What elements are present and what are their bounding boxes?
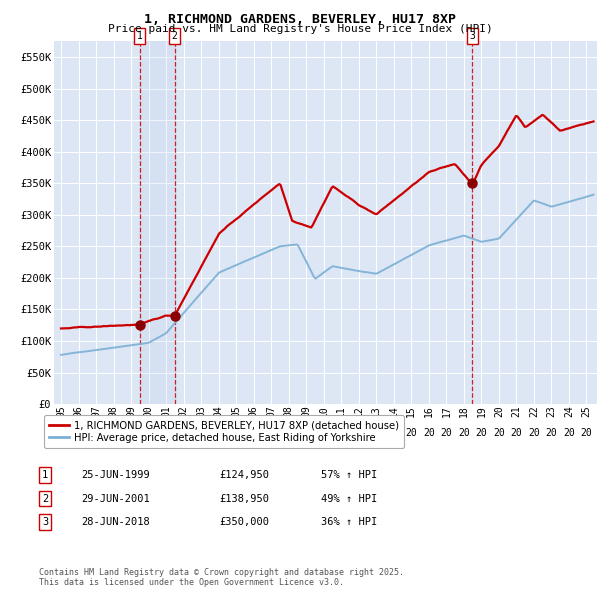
Text: 20: 20 [265,428,277,438]
Text: 28-JUN-2018: 28-JUN-2018 [81,517,150,527]
Text: 20: 20 [563,428,575,438]
Legend: 1, RICHMOND GARDENS, BEVERLEY, HU17 8XP (detached house), HPI: Average price, de: 1, RICHMOND GARDENS, BEVERLEY, HU17 8XP … [44,415,404,448]
Text: 20: 20 [335,428,347,438]
Text: 19: 19 [125,428,137,438]
Text: 20: 20 [353,428,365,438]
Text: 1: 1 [42,470,48,480]
Text: 25-JUN-1999: 25-JUN-1999 [81,470,150,480]
Text: £350,000: £350,000 [219,517,269,527]
Bar [140,41,175,404]
Text: 20: 20 [248,428,260,438]
Text: 20: 20 [318,428,329,438]
Text: 20: 20 [195,428,207,438]
Text: 20: 20 [160,428,172,438]
Text: 20: 20 [283,428,295,438]
Text: 20: 20 [511,428,523,438]
Text: 49% ↑ HPI: 49% ↑ HPI [321,494,377,503]
Text: 20: 20 [388,428,400,438]
Text: 20: 20 [370,428,382,438]
Text: 20: 20 [476,428,487,438]
Text: 20: 20 [440,428,452,438]
Text: 20: 20 [458,428,470,438]
Text: 2: 2 [42,494,48,503]
Text: £124,950: £124,950 [219,470,269,480]
Text: 19: 19 [107,428,119,438]
Text: 29-JUN-2001: 29-JUN-2001 [81,494,150,503]
Text: 19: 19 [73,428,85,438]
Text: 20: 20 [528,428,540,438]
Text: 19: 19 [90,428,102,438]
Text: Price paid vs. HM Land Registry's House Price Index (HPI): Price paid vs. HM Land Registry's House … [107,24,493,34]
Text: 20: 20 [213,428,224,438]
Text: 20: 20 [581,428,592,438]
Text: 57% ↑ HPI: 57% ↑ HPI [321,470,377,480]
Text: 3: 3 [42,517,48,527]
Text: 20: 20 [230,428,242,438]
Text: 3: 3 [470,31,475,41]
Text: Contains HM Land Registry data © Crown copyright and database right 2025.
This d: Contains HM Land Registry data © Crown c… [39,568,404,587]
Text: 36% ↑ HPI: 36% ↑ HPI [321,517,377,527]
Text: 20: 20 [143,428,154,438]
Text: 1: 1 [137,31,143,41]
Text: 20: 20 [545,428,557,438]
Text: £138,950: £138,950 [219,494,269,503]
Text: 2: 2 [172,31,178,41]
Text: 1, RICHMOND GARDENS, BEVERLEY, HU17 8XP: 1, RICHMOND GARDENS, BEVERLEY, HU17 8XP [144,13,456,26]
Text: 19: 19 [55,428,67,438]
Text: 20: 20 [423,428,435,438]
Text: 20: 20 [301,428,312,438]
Text: 20: 20 [406,428,417,438]
Text: 20: 20 [493,428,505,438]
Text: 20: 20 [178,428,190,438]
